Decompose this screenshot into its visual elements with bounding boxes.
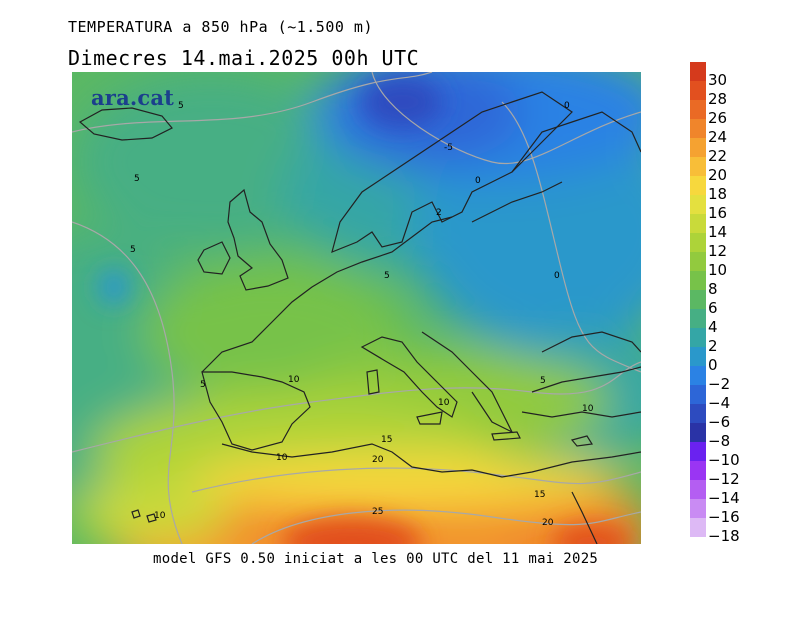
temperature-field: [72, 72, 641, 544]
color-legend: 30 28 26 24 22 20 18 16 14 12 10 8 6 4 2 0 −2 −4 −6 −8 −10 −1…: [690, 62, 790, 562]
contour-label: 15: [381, 435, 392, 445]
legend-swatch: [690, 480, 706, 499]
legend-swatch: [690, 176, 706, 195]
contour-label: 10: [438, 398, 450, 408]
legend-tick-label: −4: [708, 394, 731, 412]
model-footer: model GFS 0.50 iniciat a les 00 UTC del …: [153, 551, 599, 567]
legend-tick-label: −6: [708, 413, 731, 431]
legend-tick-label: 30: [708, 71, 728, 89]
legend-swatch: [690, 442, 706, 461]
isotherm-lines: [72, 72, 641, 544]
contour-label: 5: [130, 245, 136, 255]
contour-label: -5: [444, 143, 453, 153]
legend-tick-label: 0: [708, 356, 718, 374]
contour-label: 5: [384, 271, 390, 281]
legend-tick-label: −8: [708, 432, 731, 450]
legend-tick-label: −16: [708, 508, 740, 526]
legend-swatch: [690, 499, 706, 518]
legend-tick-label: 4: [708, 318, 718, 336]
legend-swatch: [690, 328, 706, 347]
contour-label: 10: [288, 375, 300, 385]
contour-label: 10: [154, 511, 166, 521]
legend-swatch: [690, 195, 706, 214]
legend-tick-label: −18: [708, 527, 740, 545]
contour-label: 20: [542, 518, 554, 528]
chart-title: TEMPERATURA a 850 hPa (~1.500 m): [68, 18, 373, 36]
legend-swatch: [690, 62, 706, 81]
coastlines: [78, 91, 641, 544]
legend-tick-label: 8: [708, 280, 718, 298]
legend-tick-label: 22: [708, 147, 728, 165]
contour-label: 5: [200, 380, 206, 390]
contour-label: 2: [436, 208, 442, 218]
legend-swatch: [690, 404, 706, 423]
legend-tick-label: 2: [708, 337, 718, 355]
legend-tick-label: 26: [708, 109, 728, 127]
legend-tick-label: −12: [708, 470, 740, 488]
legend-tick-label: 18: [708, 185, 728, 203]
legend-swatch: [690, 290, 706, 309]
legend-swatch: [690, 252, 706, 271]
contour-label: 20: [372, 455, 384, 465]
legend-tick-label: 28: [708, 90, 728, 108]
contour-label: 5: [134, 174, 140, 184]
legend-tick-label: 20: [708, 166, 728, 184]
legend-tick-label: 12: [708, 242, 728, 260]
legend-tick-label: −10: [708, 451, 740, 469]
legend-swatch: [690, 366, 706, 385]
contour-label: 15: [534, 490, 545, 500]
legend-swatch: [690, 138, 706, 157]
legend-swatch: [690, 385, 706, 404]
legend-tick-label: 6: [708, 299, 718, 317]
contour-label: 0: [554, 271, 560, 281]
legend-tick-label: 24: [708, 128, 728, 146]
legend-swatch: [690, 423, 706, 442]
legend-tick-label: 14: [708, 223, 728, 241]
contour-label: 0: [475, 176, 481, 186]
legend-swatch: [690, 347, 706, 366]
contour-label: 5: [540, 376, 546, 386]
legend-swatch: [690, 100, 706, 119]
legend-tick-label: 10: [708, 261, 728, 279]
legend-swatch: [690, 233, 706, 252]
legend-swatch: [690, 309, 706, 328]
brand-logo: ara.cat: [91, 85, 175, 110]
temperature-map: 5 5 5 5 0 -5 0 2 0 5 5 10 10 10 15 20 10…: [72, 72, 641, 544]
contour-label: 5: [178, 101, 184, 111]
chart-subtitle-date: Dimecres 14.mai.2025 00h UTC: [68, 46, 420, 70]
contour-label: 10: [582, 404, 594, 414]
legend-swatch: [690, 119, 706, 138]
legend-swatch: [690, 518, 706, 537]
legend-swatch: [690, 461, 706, 480]
contour-labels: 5 5 5 5 0 -5 0 2 0 5 5 10 10 10 15 20 10…: [130, 101, 594, 528]
contour-label: 0: [564, 101, 570, 111]
contour-label: 25: [372, 507, 383, 517]
legend-swatch: [690, 271, 706, 290]
map-canvas: 5 5 5 5 0 -5 0 2 0 5 5 10 10 10 15 20 10…: [72, 72, 641, 544]
legend-swatch: [690, 157, 706, 176]
contour-label: 10: [276, 453, 288, 463]
legend-swatch: [690, 214, 706, 233]
legend-tick-label: −2: [708, 375, 731, 393]
legend-swatch: [690, 81, 706, 100]
legend-tick-label: 16: [708, 204, 728, 222]
legend-tick-label: −14: [708, 489, 740, 507]
